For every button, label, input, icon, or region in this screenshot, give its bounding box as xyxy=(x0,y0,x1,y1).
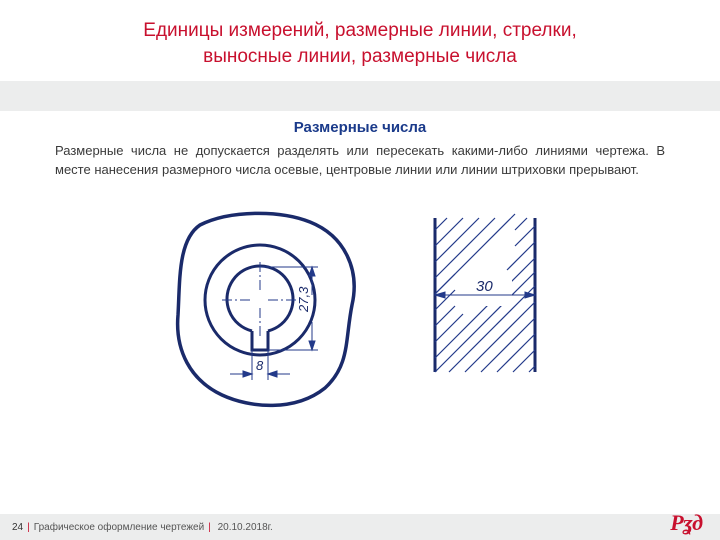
dim-8: 8 xyxy=(256,358,264,373)
footer-sep2: | xyxy=(208,522,211,533)
title-line2: выносные линии, размерные числа xyxy=(203,46,517,67)
footer-page: 24 xyxy=(12,522,23,533)
figure-left: 27,3 8 xyxy=(160,200,380,420)
footer-bar: 24 | Графическое оформление чертежей | 2… xyxy=(0,514,720,540)
footer-date: 20.10.2018г. xyxy=(218,522,273,533)
subheading: Размерные числа xyxy=(0,119,720,136)
decor-band xyxy=(0,81,720,111)
figure-area: 27,3 8 xyxy=(0,200,720,420)
title-line1: Единицы измерений, размерные линии, стре… xyxy=(143,20,576,41)
figure-right: 30 xyxy=(410,200,560,400)
logo: Pʓд xyxy=(670,510,702,536)
footer-label: Графическое оформление чертежей xyxy=(34,522,204,533)
footer-sep1: | xyxy=(27,522,30,533)
dim-30: 30 xyxy=(476,278,493,295)
body-text: Размерные числа не допускается разделять… xyxy=(0,136,720,180)
dim-27-3: 27,3 xyxy=(296,286,311,313)
